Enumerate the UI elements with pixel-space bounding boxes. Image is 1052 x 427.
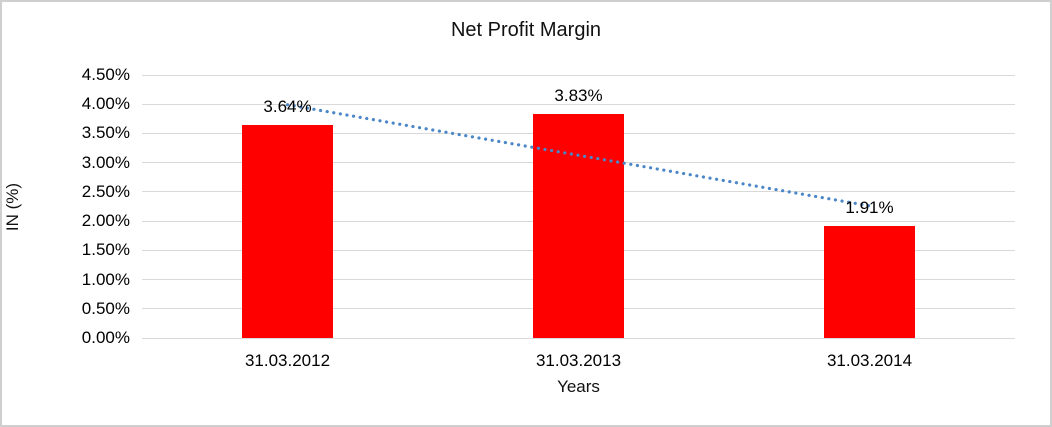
bar-31.03.2014[interactable] xyxy=(824,226,915,338)
chart-title: Net Profit Margin xyxy=(450,19,602,41)
gridline xyxy=(142,337,1015,339)
y-tick-label: 4.50% xyxy=(81,65,130,84)
y-tick-label: 0.50% xyxy=(81,298,130,318)
y-tick-label: 3.00% xyxy=(81,152,130,172)
bar-value-label: 3.64% xyxy=(263,97,312,117)
bar-value-label: 1.91% xyxy=(845,198,894,218)
y-axis-title: IN (%) xyxy=(3,182,22,232)
y-tick-label: 2.00% xyxy=(81,211,130,231)
y-tick-label: 2.50% xyxy=(81,181,130,201)
y-tick-label: 1.50% xyxy=(81,240,130,260)
bar-31.03.2013[interactable] xyxy=(533,114,624,338)
x-category-label: 31.03.2014 xyxy=(826,351,913,370)
bar-31.03.2012[interactable] xyxy=(242,125,333,338)
gridline xyxy=(142,74,1015,76)
x-category-label: 31.03.2012 xyxy=(244,351,331,370)
x-axis-title: Years xyxy=(557,377,600,396)
bar-value-label: 3.83% xyxy=(554,86,603,106)
x-category-label: 31.03.2013 xyxy=(535,351,622,370)
y-tick-label: 1.00% xyxy=(81,269,130,289)
y-tick-label: 4.00% xyxy=(81,94,130,114)
y-tick-label: 0.00% xyxy=(81,328,130,347)
y-tick-label: 3.50% xyxy=(81,123,130,143)
